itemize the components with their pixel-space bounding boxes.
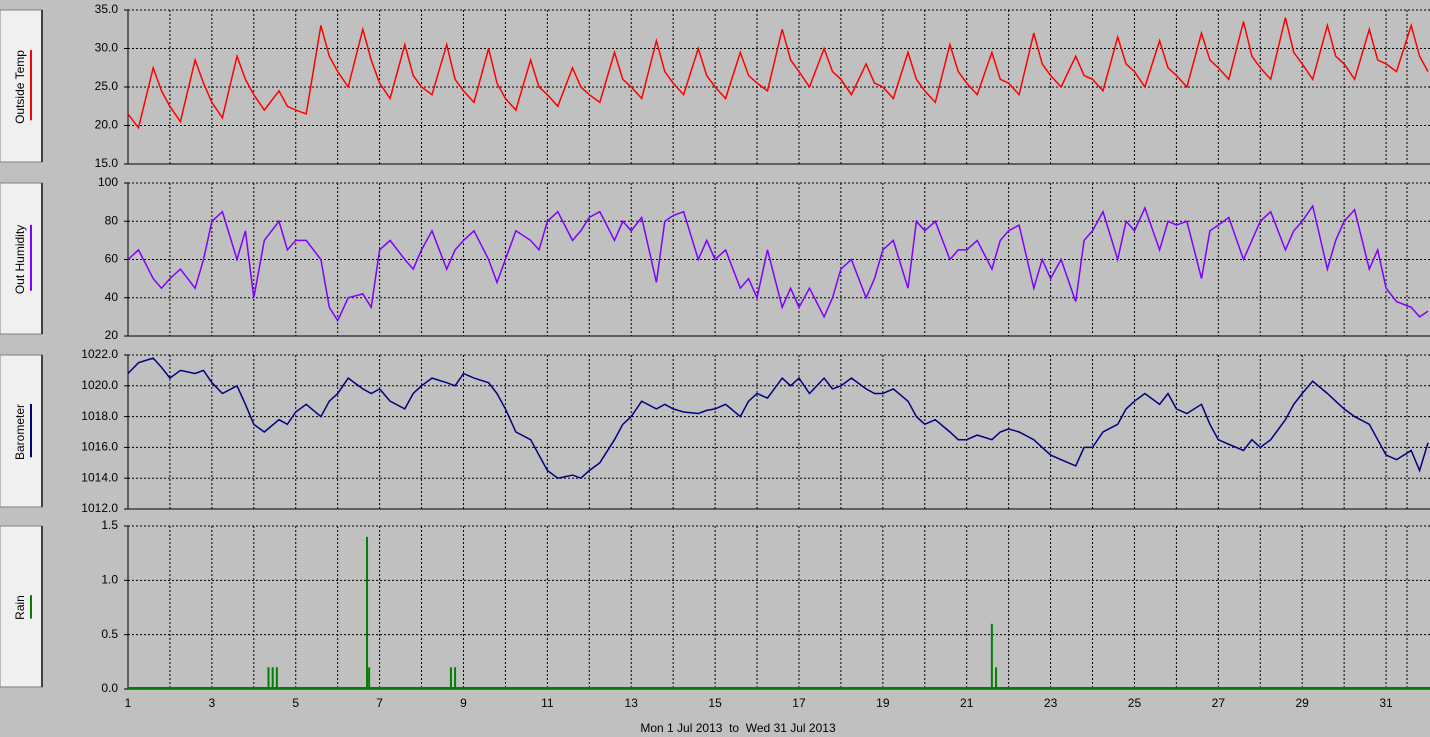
x-tick-label: 11 xyxy=(541,696,554,710)
y-tick-label: 1016.0 xyxy=(81,440,118,454)
x-tick-label: 7 xyxy=(376,696,383,710)
x-tick-label: 21 xyxy=(960,696,974,710)
series-line xyxy=(127,357,1429,480)
x-tick-label: 29 xyxy=(1296,696,1310,710)
x-tick-label: 17 xyxy=(792,696,806,710)
y-tick-label: 1.0 xyxy=(101,573,118,587)
y-tick-label: 25.0 xyxy=(95,79,119,93)
rain-bar xyxy=(271,667,274,689)
plot-area xyxy=(128,526,1430,689)
series-line xyxy=(127,17,1429,130)
rain-bar xyxy=(275,667,278,689)
rain-bar xyxy=(990,623,993,689)
y-tick-label: 1.5 xyxy=(101,518,118,532)
x-tick-label: 23 xyxy=(1044,696,1058,710)
series-button[interactable] xyxy=(0,354,43,508)
series-label: Barometer xyxy=(13,404,27,460)
rain-bar xyxy=(368,667,371,689)
x-tick-label: 1 xyxy=(125,696,132,710)
x-tick-label: 19 xyxy=(876,696,890,710)
rain-bar xyxy=(449,667,452,689)
y-tick-label: 35.0 xyxy=(95,2,119,16)
y-tick-label: 100 xyxy=(98,175,118,189)
y-tick-label: 1020.0 xyxy=(81,378,118,392)
rain-bar xyxy=(995,667,998,689)
x-tick-label: 31 xyxy=(1379,696,1393,710)
rain-bar xyxy=(267,667,270,689)
x-tick-label: 5 xyxy=(292,696,299,710)
x-tick-label: 27 xyxy=(1212,696,1226,710)
series-button[interactable] xyxy=(0,9,43,163)
x-tick-label: 25 xyxy=(1128,696,1142,710)
x-tick-label: 13 xyxy=(625,696,639,710)
y-tick-label: 0.0 xyxy=(101,681,118,695)
rain-bar xyxy=(366,536,369,689)
x-tick-label: 9 xyxy=(460,696,467,710)
series-label: Out Humidity xyxy=(13,225,27,294)
x-tick-label: 3 xyxy=(209,696,216,710)
y-tick-label: 60 xyxy=(105,252,119,266)
y-tick-label: 1012.0 xyxy=(81,501,118,515)
series-label: Outside Temp xyxy=(13,50,27,124)
y-tick-label: 1018.0 xyxy=(81,409,118,423)
y-tick-label: 20 xyxy=(105,328,119,342)
x-tick-label: 15 xyxy=(708,696,722,710)
rain-bar xyxy=(454,667,457,689)
series-button[interactable] xyxy=(0,525,43,688)
plot-area xyxy=(128,355,1430,509)
y-tick-label: 80 xyxy=(105,213,119,227)
series-label: Rain xyxy=(13,595,27,620)
y-tick-label: 1022.0 xyxy=(81,347,118,361)
y-tick-label: 20.0 xyxy=(95,118,119,132)
y-tick-label: 40 xyxy=(105,290,119,304)
y-tick-label: 15.0 xyxy=(95,156,119,170)
y-tick-label: 0.5 xyxy=(101,627,118,641)
y-tick-label: 1014.0 xyxy=(81,470,118,484)
series-button[interactable] xyxy=(0,182,43,335)
series-line xyxy=(127,204,1429,323)
plot-area xyxy=(128,183,1430,336)
y-tick-label: 30.0 xyxy=(95,41,119,55)
x-axis-label: Mon 1 Jul 2013 to Wed 31 Jul 2013 xyxy=(640,721,836,735)
